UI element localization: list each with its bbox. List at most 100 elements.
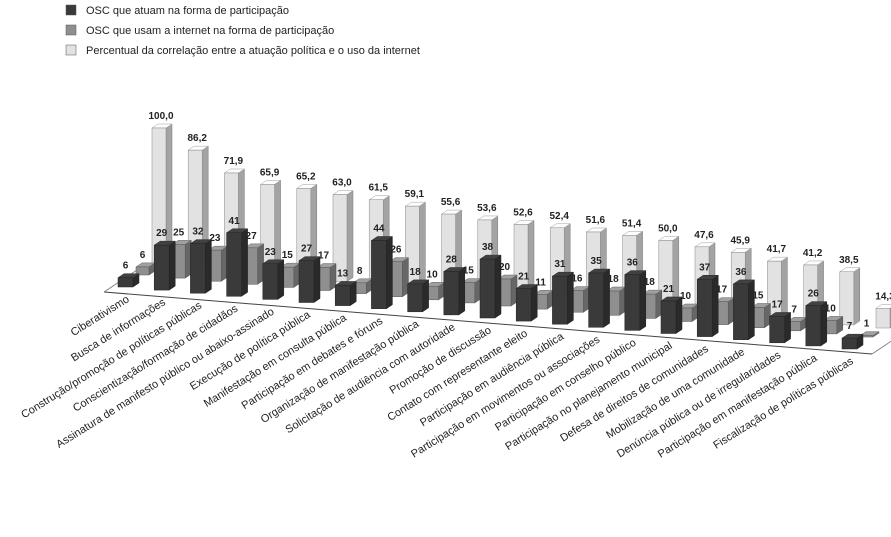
bar-actuam-15 [623, 270, 647, 331]
data-label-correlacao-16: 47,6 [694, 230, 714, 241]
data-label-actuam-16: 21 [663, 284, 675, 295]
data-label-internet-2: 25 [173, 227, 185, 238]
data-label-internet-20: 10 [825, 303, 837, 314]
bar-actuam-21 [841, 333, 864, 350]
bar-actuam-9 [406, 279, 430, 313]
data-label-internet-17: 17 [716, 285, 728, 296]
bar-actuam-10 [442, 267, 466, 316]
data-label-internet-11: 20 [499, 262, 511, 273]
bar-actuam-19 [768, 311, 792, 344]
data-label-internet-9: 10 [427, 269, 439, 280]
data-label-correlacao-18: 41,7 [767, 244, 787, 255]
data-label-actuam-9: 18 [410, 267, 422, 278]
data-label-correlacao-21: 14,3 [875, 291, 891, 302]
floor-front-edge [103, 291, 873, 355]
data-label-internet-19: 7 [791, 304, 797, 315]
bar-actuam-16 [660, 296, 683, 334]
bar-actuam-1 [117, 273, 140, 288]
bar-correlacao-4 [259, 179, 282, 276]
data-label-internet-4: 27 [246, 231, 258, 242]
bar-correlacao-6 [332, 190, 354, 282]
data-label-actuam-15: 36 [627, 258, 639, 269]
data-label-correlacao-6: 63,0 [332, 178, 352, 189]
bar-actuam-11 [479, 254, 502, 319]
data-label-actuam-12: 21 [518, 272, 530, 283]
data-label-internet-14: 18 [608, 274, 620, 285]
data-label-correlacao-15: 50,0 [658, 223, 678, 234]
data-label-correlacao-17: 45,9 [730, 235, 750, 246]
bar-actuam-13 [551, 271, 575, 325]
floor-right-edge [871, 340, 891, 355]
data-label-internet-6: 17 [318, 251, 330, 262]
data-label-internet-1: 6 [140, 250, 146, 261]
data-label-correlacao-4: 65,9 [260, 167, 280, 178]
bar-correlacao-15 [657, 235, 680, 310]
data-label-correlacao-3: 71,9 [224, 156, 244, 167]
data-label-internet-15: 18 [644, 277, 656, 288]
data-label-actuam-3: 32 [192, 227, 204, 238]
legend-label-1: OSC que atuam na forma de participação [86, 5, 289, 17]
data-label-actuam-8: 44 [373, 224, 385, 235]
data-label-correlacao-20: 38,5 [839, 255, 859, 266]
data-label-actuam-11: 38 [482, 242, 494, 253]
bar-internet-21 [859, 331, 880, 338]
bar-correlacao-5 [295, 183, 318, 279]
data-labels: 100,0 86,2 71,9 65,9 65,2 63,0 61,5 59,1 55,6 53,… [123, 111, 891, 332]
bar-actuam-4 [225, 228, 249, 297]
data-label-actuam-10: 28 [446, 255, 458, 266]
bar-actuam-8 [370, 236, 394, 310]
bar-correlacao-20 [838, 267, 861, 326]
data-label-actuam-17: 37 [699, 262, 711, 273]
data-label-correlacao-13: 51,6 [586, 215, 606, 226]
data-label-internet-12: 11 [535, 277, 546, 288]
data-label-correlacao-8: 59,1 [405, 189, 425, 200]
data-label-actuam-14: 35 [591, 256, 603, 267]
bars [117, 123, 891, 350]
bar-actuam-3 [189, 239, 213, 294]
bar-actuam-6 [298, 256, 321, 303]
bar-actuam-20 [804, 301, 828, 347]
data-label-actuam-18: 36 [735, 267, 747, 278]
legend-swatch-2 [65, 24, 77, 36]
bar-actuam-2 [153, 240, 177, 291]
data-label-internet-21: 1 [864, 319, 870, 330]
bar-internet-1 [135, 262, 156, 276]
data-label-correlacao-10: 53,6 [477, 203, 497, 214]
data-label-actuam-7: 13 [337, 268, 349, 279]
data-label-internet-13: 16 [571, 274, 583, 285]
legend-swatch-1 [65, 4, 77, 16]
data-label-internet-10: 15 [463, 266, 475, 277]
data-label-actuam-21: 7 [847, 321, 853, 332]
legend-swatch-3 [65, 44, 77, 56]
data-label-correlacao-19: 41,2 [803, 248, 823, 259]
data-label-actuam-1: 6 [123, 261, 129, 272]
bar-actuam-5 [261, 259, 285, 300]
data-label-internet-7: 8 [357, 266, 363, 277]
data-label-internet-8: 26 [390, 245, 402, 256]
data-label-correlacao-5: 65,2 [296, 171, 316, 182]
legend-label-3: Percentual da correlação entre a atuação… [86, 45, 420, 57]
bar-internet-7 [352, 278, 374, 295]
category-label: Construção/promoção de políticas pública… [19, 299, 204, 421]
data-label-correlacao-1: 100,0 [148, 111, 173, 122]
bar-actuam-17 [696, 274, 720, 338]
data-label-actuam-13: 31 [554, 259, 566, 270]
legend-label-2: OSC que usam a internet na forma de part… [86, 25, 334, 37]
bar-actuam-14 [587, 268, 611, 328]
bar-correlacao-8 [404, 201, 427, 289]
data-label-actuam-20: 26 [808, 289, 820, 300]
data-label-correlacao-11: 52,6 [513, 207, 533, 218]
legend: OSC que atuam na forma de participação OS… [65, 4, 420, 57]
data-label-internet-3: 23 [209, 233, 221, 244]
data-label-internet-18: 15 [752, 290, 764, 301]
bar-actuam-18 [732, 279, 756, 341]
bar-correlacao-18 [766, 256, 789, 320]
data-label-internet-5: 15 [282, 250, 294, 261]
bar-actuam-12 [515, 284, 539, 322]
bar-correlacao-1 [151, 123, 173, 267]
data-label-correlacao-2: 86,2 [187, 133, 207, 144]
data-label-actuam-19: 17 [772, 299, 784, 310]
bar-actuam-7 [334, 280, 358, 307]
data-label-actuam-6: 27 [301, 244, 313, 255]
